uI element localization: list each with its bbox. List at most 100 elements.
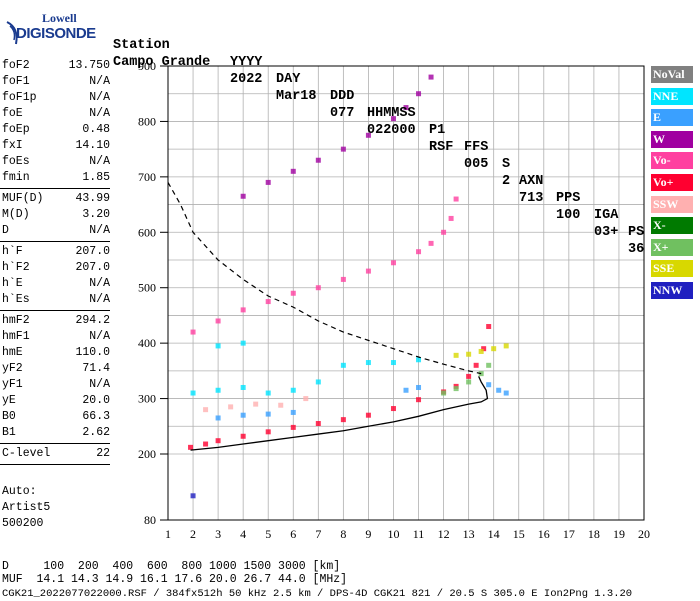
echo-point-e — [496, 387, 502, 393]
echo-point-x- — [466, 379, 472, 385]
legend-item-nne: NNE — [651, 87, 693, 105]
header-station-value: Campo Grande — [113, 55, 211, 70]
grid — [167, 65, 645, 520]
header-s-value: 2 — [502, 174, 511, 189]
param-row-m-d-: M(D) 3.20 — [2, 207, 110, 223]
param-separator — [0, 310, 110, 311]
x-tick-label: 2 — [190, 527, 196, 541]
header-row2: Campo Grande 2022 Mar18 077 022000 RSF 0… — [113, 37, 673, 275]
echo-point-vo- — [448, 215, 454, 221]
echo-point-ssw — [278, 402, 284, 408]
param-label: fmin — [2, 171, 30, 184]
param-row-foes: foEs N/A — [2, 154, 110, 170]
echo-point-ssw — [228, 404, 234, 410]
param-value: 294.2 — [75, 314, 110, 327]
echo-point-vo- — [240, 433, 246, 439]
param-value: N/A — [89, 75, 110, 88]
autoscaling-version: 500200 — [2, 517, 44, 530]
echo-point-vo- — [290, 290, 296, 296]
echo-point-vo- — [215, 318, 221, 324]
logo-line2: DIGISONDE — [16, 25, 96, 42]
y-tick-label: 300 — [138, 392, 156, 406]
param-row-fof1p: foF1p N/A — [2, 90, 110, 106]
x-tick-label: 1 — [165, 527, 171, 541]
header-axn-value: 713 — [519, 191, 544, 206]
echo-point-vo- — [428, 240, 434, 246]
param-row-b0: B0 66.3 — [2, 409, 110, 425]
param-value: 20.0 — [82, 394, 110, 407]
echo-point-e — [265, 411, 271, 417]
legend-item-noval: NoVal — [651, 66, 693, 83]
header-yyyy-value: 2022 — [230, 72, 263, 87]
echo-point-e — [403, 387, 409, 393]
echo-point-nne — [240, 384, 246, 390]
param-value: N/A — [89, 224, 110, 237]
echo-traces — [188, 74, 509, 499]
echo-point-nne — [215, 343, 221, 349]
echo-point-vo- — [315, 421, 321, 427]
header-row1: Station YYYY DAY DDD HHMMSS P1 FFS S AXN… — [113, 20, 673, 258]
param-row-foep: foEp 0.48 — [2, 122, 110, 138]
echo-point-nne — [190, 390, 196, 396]
y-tick-label: 600 — [138, 225, 156, 239]
echo-point-ssw — [253, 401, 259, 407]
param-value: 207.0 — [75, 261, 110, 274]
param-value: 0.48 — [82, 123, 110, 136]
x-tick-label: 12 — [438, 527, 450, 541]
echo-point-vo- — [473, 362, 479, 368]
param-separator — [0, 241, 110, 242]
echo-point-vo- — [365, 412, 371, 418]
param-row-fmin: fmin 1.85 — [2, 170, 110, 186]
header-hhmmss-label: HHMMSS — [367, 106, 416, 121]
echo-point-nne — [390, 360, 396, 366]
param-label: foF1p — [2, 91, 37, 104]
echo-point-x- — [453, 386, 459, 392]
echo-point-ssw — [303, 396, 309, 402]
echo-point-sse — [491, 346, 497, 352]
echo-point-w — [365, 132, 371, 138]
header-ps-value: 36 — [628, 242, 645, 257]
param-row-c-level: C-level 22 — [2, 446, 110, 462]
echo-point-vo- — [290, 424, 296, 430]
param-label: foF1 — [2, 75, 30, 88]
param-value: N/A — [89, 293, 110, 306]
param-value: 110.0 — [75, 346, 110, 359]
legend-item-x-: X- — [651, 217, 693, 235]
echo-point-w — [290, 168, 296, 174]
echo-point-w — [340, 146, 346, 152]
logo-line1: Lowell — [42, 11, 77, 25]
electron-density-profile-line — [190, 376, 489, 451]
y-tick-label: 800 — [138, 114, 156, 128]
profile-lines — [167, 182, 489, 451]
param-label: h`Es — [2, 293, 30, 306]
header-p1-label: P1 — [429, 123, 446, 138]
x-tick-label: 15 — [513, 527, 525, 541]
param-label: D — [2, 224, 9, 237]
y-tick-label: 400 — [138, 336, 156, 350]
param-row-fof1: foF1 N/A — [2, 74, 110, 90]
x-tick-label: 4 — [240, 527, 246, 541]
x-tick-label: 18 — [588, 527, 600, 541]
echo-point-vo- — [416, 397, 422, 403]
param-value: N/A — [89, 91, 110, 104]
x-tick-label: 17 — [563, 527, 575, 541]
x-tick-label: 13 — [463, 527, 475, 541]
echo-point-x- — [441, 390, 447, 396]
param-label: h`E — [2, 277, 23, 290]
autoscaling-program: Artist5 — [2, 501, 51, 514]
echo-point-w — [403, 105, 409, 111]
echo-point-nne — [315, 379, 321, 385]
header-ffs-label: FFS — [464, 140, 489, 155]
distance-row: D 100 200 400 600 800 1000 1500 3000 [km… — [2, 560, 341, 573]
param-value: N/A — [89, 277, 110, 290]
param-value: 1.85 — [82, 171, 110, 184]
echo-point-sse — [453, 352, 459, 358]
echo-point-nnw — [190, 493, 196, 499]
echo-point-e — [416, 384, 422, 390]
header-iga-label: IGA — [594, 208, 619, 223]
param-separator — [0, 188, 110, 189]
x-tick-label: 14 — [488, 527, 500, 541]
legend-item-e: E — [651, 109, 693, 127]
echo-point-e — [503, 390, 509, 396]
y-tick-label: 200 — [138, 447, 156, 461]
